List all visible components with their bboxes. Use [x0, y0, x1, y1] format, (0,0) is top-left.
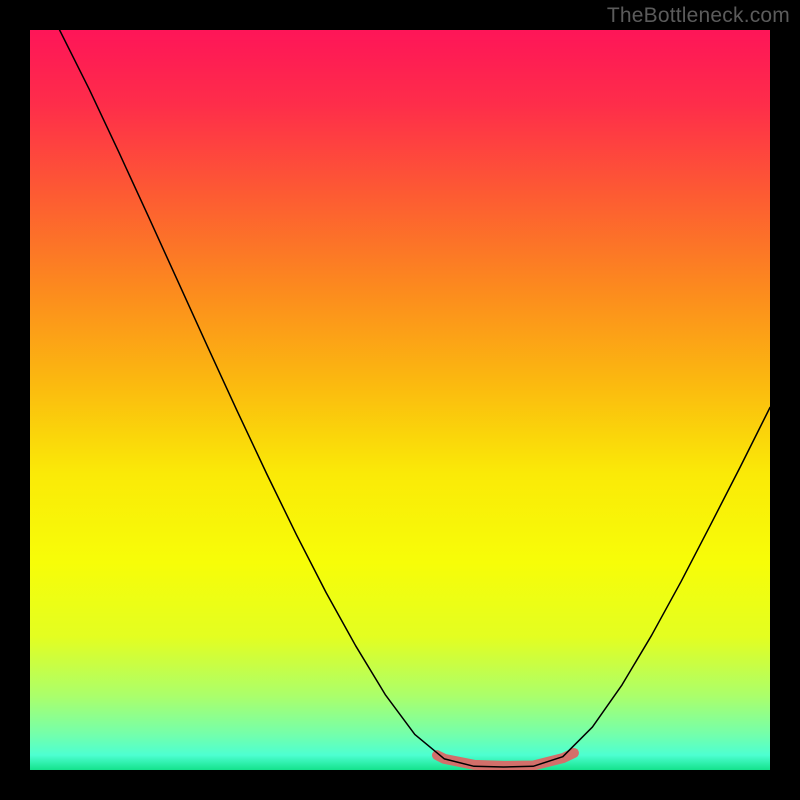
curve-layer: [30, 30, 770, 770]
watermark-text: TheBottleneck.com: [607, 4, 790, 28]
bottleneck-curve: [60, 30, 770, 767]
plot-area: [30, 30, 770, 770]
figure-canvas: TheBottleneck.com: [0, 0, 800, 800]
